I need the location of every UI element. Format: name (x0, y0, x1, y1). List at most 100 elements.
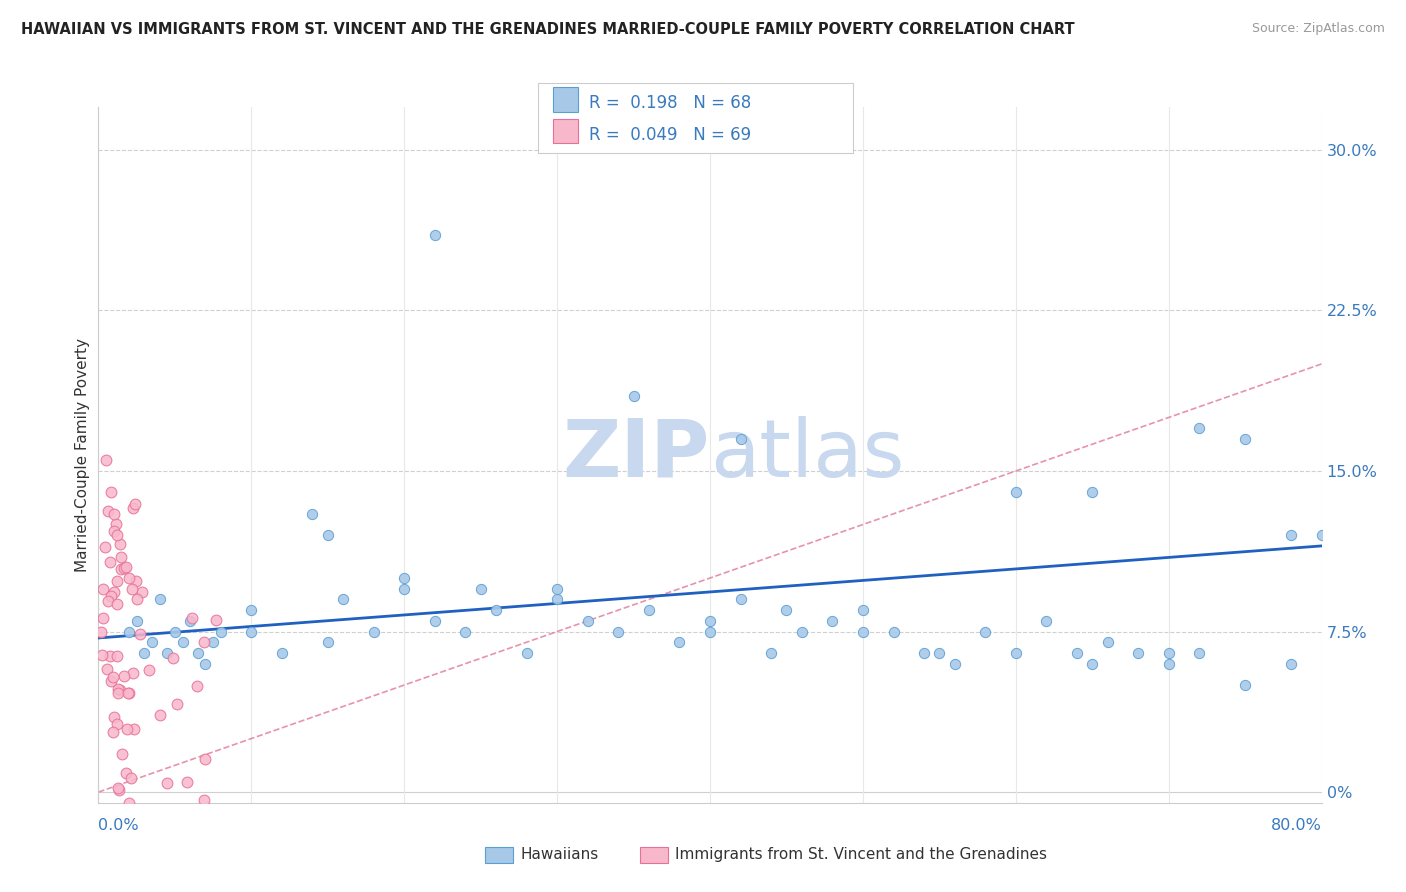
Point (105, 597, 128, 611)
Text: ZIP: ZIP (562, 416, 710, 494)
Point (115, 560, 138, 574)
Point (122, 722, 145, 736)
Point (1188, 646, 1211, 660)
Point (1188, 421, 1211, 435)
Point (105, 517, 128, 532)
Point (1279, 528, 1302, 542)
Point (129, 627, 152, 641)
Point (1234, 678, 1257, 692)
Point (98, 648, 121, 663)
Point (91, 648, 114, 663)
Point (100, 674, 122, 689)
Point (100, 485, 122, 500)
Point (546, 592, 568, 607)
Point (107, 681, 129, 696)
Point (118, 571, 141, 585)
Point (105, 810, 128, 824)
Point (115, 766, 138, 780)
Point (162, 651, 184, 665)
Point (181, 611, 204, 625)
Y-axis label: Married-Couple Family Poverty: Married-Couple Family Poverty (75, 338, 90, 572)
Point (699, 624, 721, 639)
Point (156, 776, 179, 790)
Point (200, 805, 222, 819)
Text: R =  0.049   N = 69: R = 0.049 N = 69 (589, 126, 751, 144)
Point (108, 783, 131, 797)
Point (1081, 485, 1104, 500)
Point (121, 582, 143, 596)
Point (120, 771, 142, 785)
Point (118, 797, 141, 811)
Point (111, 747, 134, 762)
Point (1081, 657, 1104, 671)
Point (97, 504, 120, 518)
Point (166, 698, 188, 712)
Point (301, 507, 323, 521)
Point (141, 635, 163, 649)
Point (125, 614, 148, 628)
Point (149, 707, 172, 722)
Point (124, 497, 146, 511)
Point (193, 793, 215, 807)
Point (110, 562, 132, 576)
Point (103, 524, 125, 538)
Point (392, 582, 416, 596)
Point (668, 635, 690, 649)
Point (699, 614, 721, 628)
Point (332, 592, 354, 607)
Point (194, 752, 217, 766)
Point (943, 657, 966, 671)
Point (186, 679, 208, 693)
Point (1279, 657, 1302, 671)
Text: Immigrants from St. Vincent and the Grenadines: Immigrants from St. Vincent and the Gren… (675, 847, 1047, 862)
Point (103, 710, 125, 724)
Point (1157, 657, 1180, 671)
Point (516, 646, 538, 660)
Point (103, 585, 125, 599)
Point (974, 624, 997, 639)
Point (759, 646, 782, 660)
Point (105, 528, 128, 542)
Point (122, 666, 145, 681)
Point (122, 500, 145, 515)
Point (94, 453, 117, 467)
Point (105, 574, 128, 588)
Point (730, 592, 752, 607)
Point (103, 507, 125, 521)
Point (204, 613, 226, 627)
Point (202, 635, 225, 649)
Point (101, 670, 124, 684)
Point (270, 646, 292, 660)
Point (107, 686, 129, 700)
Point (94, 540, 117, 554)
Point (423, 614, 446, 628)
Text: Source: ZipAtlas.com: Source: ZipAtlas.com (1251, 22, 1385, 36)
Point (100, 590, 122, 604)
Point (114, 669, 136, 683)
Point (107, 780, 129, 795)
Point (883, 624, 905, 639)
Point (138, 664, 160, 678)
Point (852, 624, 875, 639)
Point (1004, 646, 1026, 660)
Point (107, 716, 129, 731)
Point (193, 635, 215, 649)
Point (103, 725, 125, 739)
Point (392, 571, 416, 585)
Point (163, 624, 186, 639)
Point (928, 646, 950, 660)
Point (108, 683, 131, 698)
Point (637, 603, 661, 617)
Text: Hawaiians: Hawaiians (520, 847, 599, 862)
Point (821, 614, 844, 628)
Point (1097, 635, 1119, 649)
Point (240, 624, 263, 639)
Point (607, 624, 630, 639)
Point (125, 574, 148, 588)
Point (730, 432, 752, 446)
Point (117, 686, 139, 700)
Point (316, 635, 339, 649)
Point (1310, 528, 1333, 542)
Point (470, 582, 492, 596)
Point (98, 555, 121, 569)
